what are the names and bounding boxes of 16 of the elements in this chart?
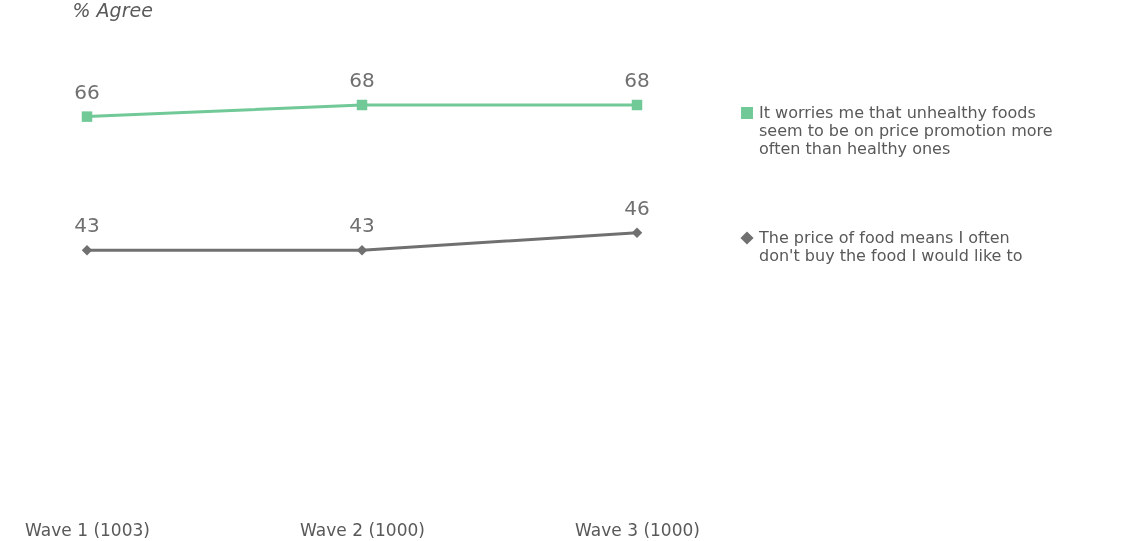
point: [356, 99, 368, 111]
data-label: 68: [349, 68, 375, 92]
x-tick-label: Wave 2 (1000): [300, 519, 425, 540]
data-label: 43: [74, 213, 100, 238]
x-tick-label: Wave 3 (1000): [575, 519, 700, 540]
point: [631, 227, 643, 239]
data-label: 68: [624, 68, 650, 92]
point: [81, 111, 93, 122]
data-label: 46: [624, 195, 650, 220]
data-label: 66: [74, 79, 100, 104]
data-label: 43: [349, 213, 375, 238]
legend-label: It worries me that unhealthy foods seem to be on price promotion more often than healthy ones: [759, 103, 1053, 158]
point: [631, 99, 643, 111]
y-axis-title: % Agree: [72, 0, 153, 21]
x-tick-label: Wave 1 (1003): [25, 519, 150, 540]
legend-label: The price of food means I often don't buy the food I would like to: [758, 228, 1023, 265]
